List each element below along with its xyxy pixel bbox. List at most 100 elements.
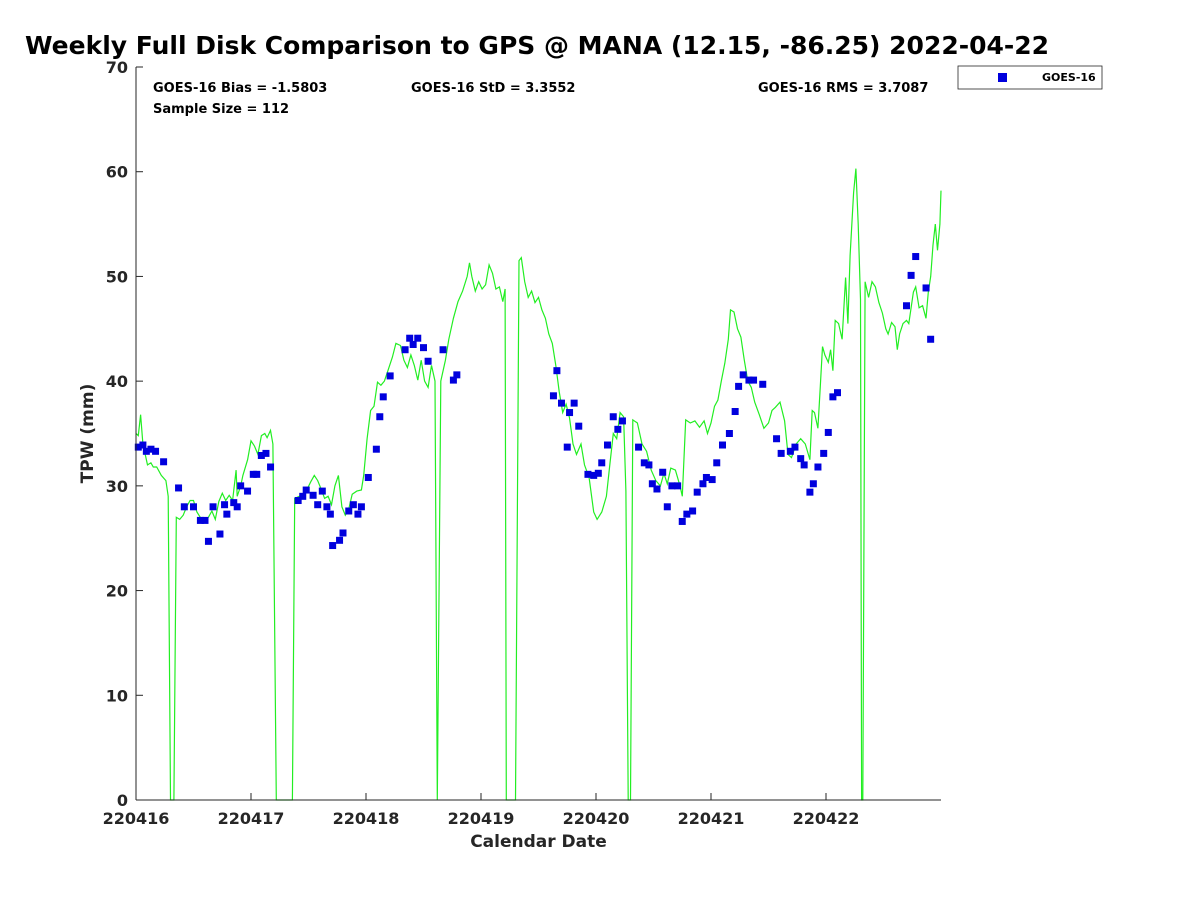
goes16-point bbox=[376, 413, 384, 421]
goes16-point bbox=[689, 507, 697, 515]
goes16-point bbox=[160, 458, 168, 466]
x-axis-label: Calendar Date bbox=[470, 832, 607, 852]
goes16-point bbox=[809, 480, 817, 488]
plot-area bbox=[136, 67, 941, 800]
y-tick-label: 0 bbox=[117, 791, 128, 810]
goes16-point bbox=[386, 372, 394, 380]
y-tick-label: 60 bbox=[106, 163, 128, 182]
x-tick-label: 220422 bbox=[793, 809, 860, 828]
goes16-point bbox=[139, 441, 147, 449]
goes16-point bbox=[594, 469, 602, 477]
goes16-point bbox=[824, 428, 832, 436]
goes16-point bbox=[903, 302, 910, 310]
goes16-point bbox=[750, 376, 758, 384]
goes16-point bbox=[379, 393, 387, 401]
goes16-point bbox=[424, 357, 432, 365]
gps-line bbox=[135, 168, 942, 801]
goes16-point bbox=[663, 503, 671, 511]
goes16-point bbox=[318, 487, 326, 495]
goes16-point bbox=[648, 480, 656, 488]
goes16-point bbox=[907, 271, 915, 279]
goes16-point bbox=[175, 484, 183, 492]
goes16-point bbox=[719, 441, 726, 449]
goes16-point bbox=[329, 542, 337, 550]
goes16-point bbox=[354, 510, 362, 518]
goes16-point bbox=[797, 455, 805, 463]
goes16-point bbox=[401, 346, 409, 354]
y-tick-label: 50 bbox=[106, 267, 128, 286]
sample-size-stat: Sample Size = 112 bbox=[153, 102, 289, 117]
goes16-point bbox=[820, 449, 828, 457]
goes16-point bbox=[439, 346, 447, 354]
goes16-point bbox=[216, 530, 224, 538]
goes16-point bbox=[806, 488, 814, 496]
goes16-point bbox=[829, 393, 837, 401]
goes16-point bbox=[233, 503, 241, 511]
goes16-point bbox=[708, 476, 716, 484]
goes16-point bbox=[364, 473, 372, 481]
std-stat: GOES-16 StD = 3.3552 bbox=[411, 81, 575, 96]
goes16-point bbox=[566, 409, 574, 417]
goes16-point bbox=[294, 497, 302, 505]
goes16-point bbox=[699, 480, 707, 488]
goes16-point bbox=[604, 441, 611, 449]
goes16-point bbox=[791, 443, 799, 451]
goes16-point bbox=[221, 501, 229, 509]
data-layer bbox=[134, 168, 942, 801]
legend-label: GOES-16 bbox=[1042, 71, 1096, 84]
goes16-point bbox=[339, 529, 347, 537]
x-tick-label: 220418 bbox=[333, 809, 400, 828]
goes16-point bbox=[244, 487, 252, 495]
goes16-point bbox=[223, 510, 231, 518]
goes16-point bbox=[683, 510, 691, 518]
legend: GOES-16 bbox=[957, 65, 1103, 90]
goes16-point bbox=[598, 459, 606, 467]
goes16-point bbox=[927, 335, 935, 343]
goes16-point bbox=[190, 503, 197, 511]
axes: 0 10 20 30 40 50 60 70 220416 220417 220418 220419… bbox=[103, 58, 941, 828]
goes16-point bbox=[414, 334, 422, 342]
goes16-point bbox=[777, 449, 785, 457]
goes16-point bbox=[323, 503, 331, 511]
goes16-point bbox=[134, 443, 142, 451]
y-tick-label: 70 bbox=[106, 58, 128, 77]
goes16-point bbox=[372, 445, 380, 453]
goes16-point bbox=[773, 435, 781, 443]
goes16-point bbox=[713, 459, 721, 467]
goes16-point bbox=[558, 399, 565, 407]
goes16-point bbox=[196, 516, 204, 524]
goes16-point bbox=[614, 425, 622, 433]
x-tick-label: 220419 bbox=[448, 809, 515, 828]
goes16-point bbox=[674, 482, 682, 490]
goes16-point bbox=[609, 413, 617, 421]
goes16-point bbox=[645, 461, 653, 469]
goes16-point bbox=[590, 471, 598, 479]
goes16-point bbox=[180, 503, 188, 511]
x-tick-label: 220416 bbox=[103, 809, 170, 828]
goes16-point bbox=[735, 382, 743, 390]
goes16-point bbox=[635, 443, 643, 451]
goes16-point bbox=[336, 536, 344, 544]
goes16-point bbox=[204, 537, 212, 545]
goes16-point bbox=[693, 488, 701, 496]
goes16-point bbox=[668, 482, 676, 490]
goes16-point bbox=[739, 371, 747, 379]
goes16-point bbox=[659, 468, 667, 476]
goes16-point bbox=[302, 486, 310, 494]
goes16-point bbox=[922, 284, 930, 292]
goes16-point bbox=[834, 389, 841, 397]
goes16-point bbox=[209, 503, 217, 511]
goes16-point bbox=[267, 463, 275, 471]
goes16-point bbox=[549, 392, 557, 400]
goes16-point bbox=[326, 510, 334, 518]
goes16-point bbox=[745, 376, 753, 384]
goes16-point bbox=[201, 516, 209, 524]
goes16-point bbox=[299, 492, 307, 500]
goes16-point bbox=[702, 473, 710, 481]
goes16-point bbox=[237, 482, 245, 490]
goes16-point bbox=[800, 461, 808, 469]
goes16-point bbox=[786, 447, 794, 455]
goes16-point bbox=[142, 447, 150, 455]
y-tick-label: 10 bbox=[106, 686, 128, 705]
goes16-point bbox=[640, 459, 648, 467]
